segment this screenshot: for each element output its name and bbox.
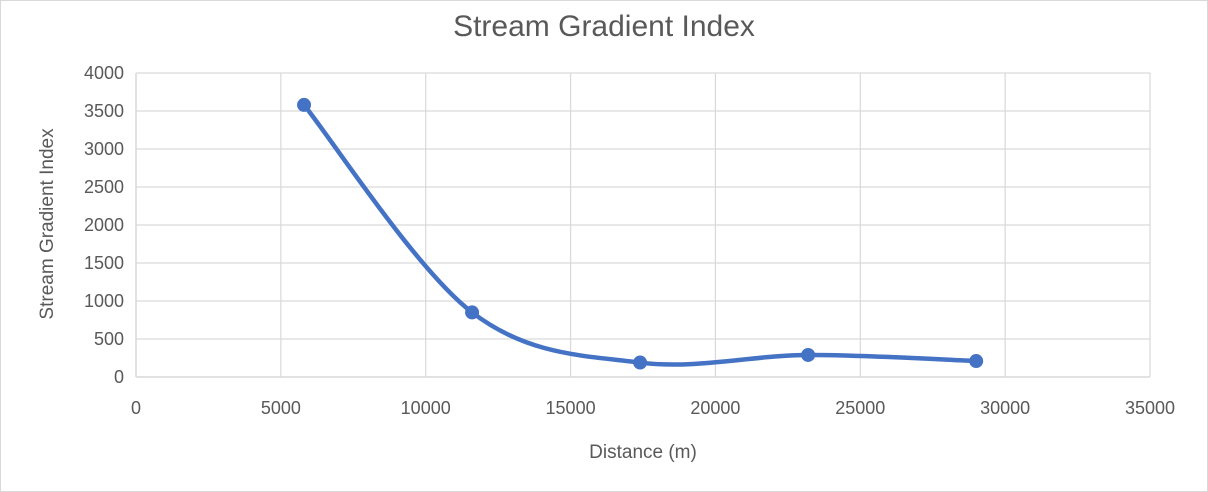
data-point (465, 305, 480, 320)
x-tick-label: 5000 (261, 398, 301, 418)
x-tick-label: 30000 (980, 398, 1030, 418)
x-tick-label: 20000 (690, 398, 740, 418)
y-tick-label: 3500 (84, 101, 124, 121)
y-tick-label: 4000 (84, 63, 124, 83)
data-point (297, 97, 312, 112)
y-tick-label: 1000 (84, 291, 124, 311)
data-point (801, 347, 816, 362)
y-tick-label: 500 (94, 329, 124, 349)
y-tick-label: 2000 (84, 215, 124, 235)
y-axis-title: Stream Gradient Index (37, 128, 58, 320)
x-tick-label: 0 (131, 398, 141, 418)
data-point (969, 354, 984, 369)
y-tick-label: 0 (114, 367, 124, 387)
y-tick-label: 2500 (84, 177, 124, 197)
series-line (301, 102, 979, 367)
gridlines (135, 72, 1151, 378)
tick-labels: 0 500 1000 1500 2000 2500 3000 3500 4000 0 5000 100… (84, 63, 1175, 418)
x-tick-label: 35000 (1125, 398, 1175, 418)
x-tick-label: 25000 (835, 398, 885, 418)
y-tick-label: 3000 (84, 139, 124, 159)
x-axis-title: Distance (m) (589, 442, 697, 463)
series-layer (297, 97, 984, 370)
data-point (633, 355, 648, 370)
y-tick-label: 1500 (84, 253, 124, 273)
chart-title: Stream Gradient Index (453, 10, 755, 43)
x-tick-label: 15000 (546, 398, 596, 418)
x-tick-label: 10000 (401, 398, 451, 418)
